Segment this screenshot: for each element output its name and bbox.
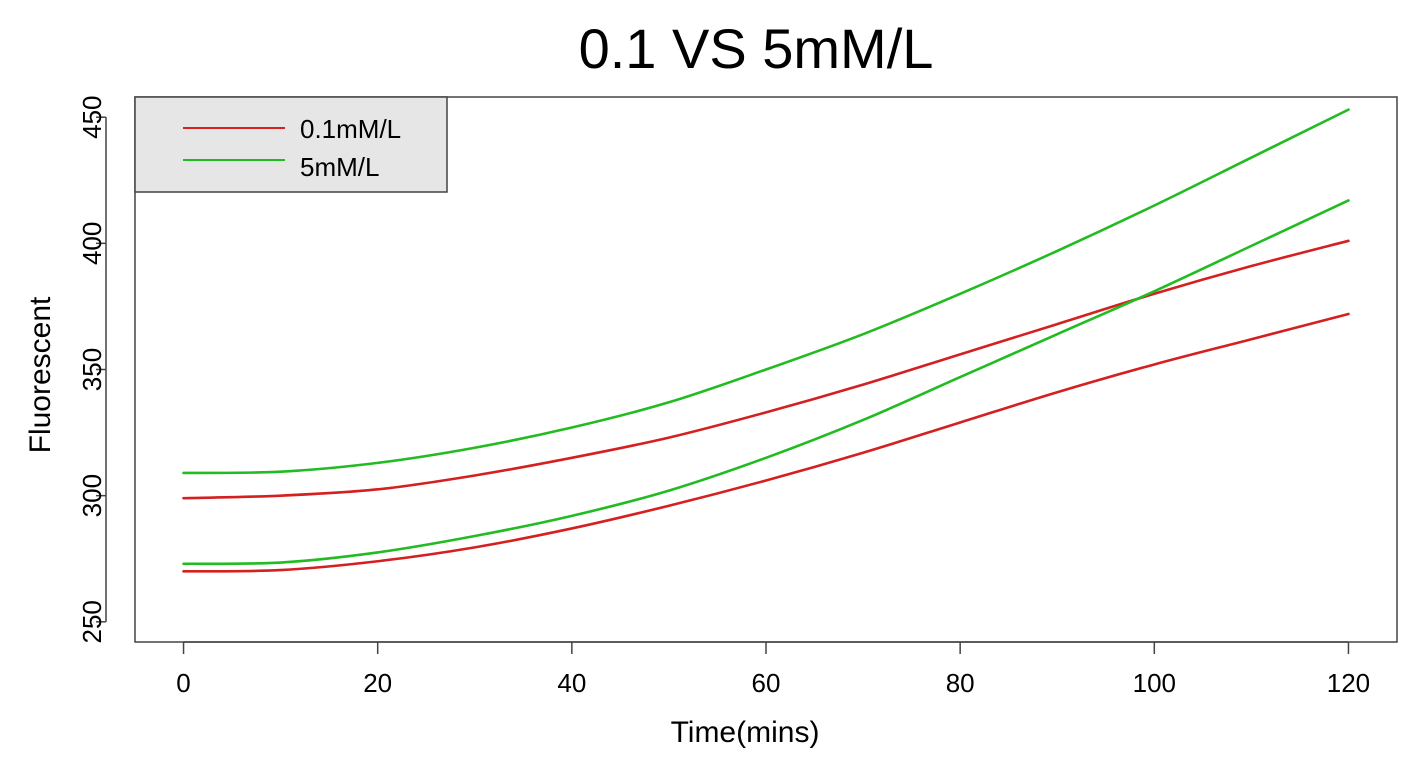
chart-title: 0.1 VS 5mM/L [579,17,934,80]
x-tick-label: 20 [363,668,392,698]
series-layer [182,108,1350,573]
y-tick-label: 450 [77,95,107,138]
series-line-1 [182,312,1350,573]
y-axis: 250 300 350 400 450 [77,95,107,643]
x-tick-label: 120 [1327,668,1370,698]
series-line-3 [182,199,1350,566]
legend-box [134,96,448,193]
y-tick-label: 300 [77,474,107,517]
y-tick-label: 250 [77,600,107,643]
series-line-0 [182,239,1350,500]
x-tick-label: 0 [176,668,190,698]
y-axis-title: Fluorescent [24,296,57,453]
y-tick-label: 400 [77,222,107,265]
x-tick-label: 40 [557,668,586,698]
legend-label-0p1mm: 0.1mM/L [300,114,401,144]
legend-label-5mm: 5mM/L [300,152,379,182]
y-tick-label: 350 [77,348,107,391]
x-axis-title: Time(mins) [671,716,820,749]
x-axis: 0 20 40 60 80 100 120 [176,641,1370,698]
legend: 0.1mM/L 5mM/L [134,96,448,193]
series-line-2 [182,108,1350,475]
x-tick-label: 100 [1133,668,1176,698]
x-tick-label: 80 [946,668,975,698]
x-tick-label: 60 [752,668,781,698]
